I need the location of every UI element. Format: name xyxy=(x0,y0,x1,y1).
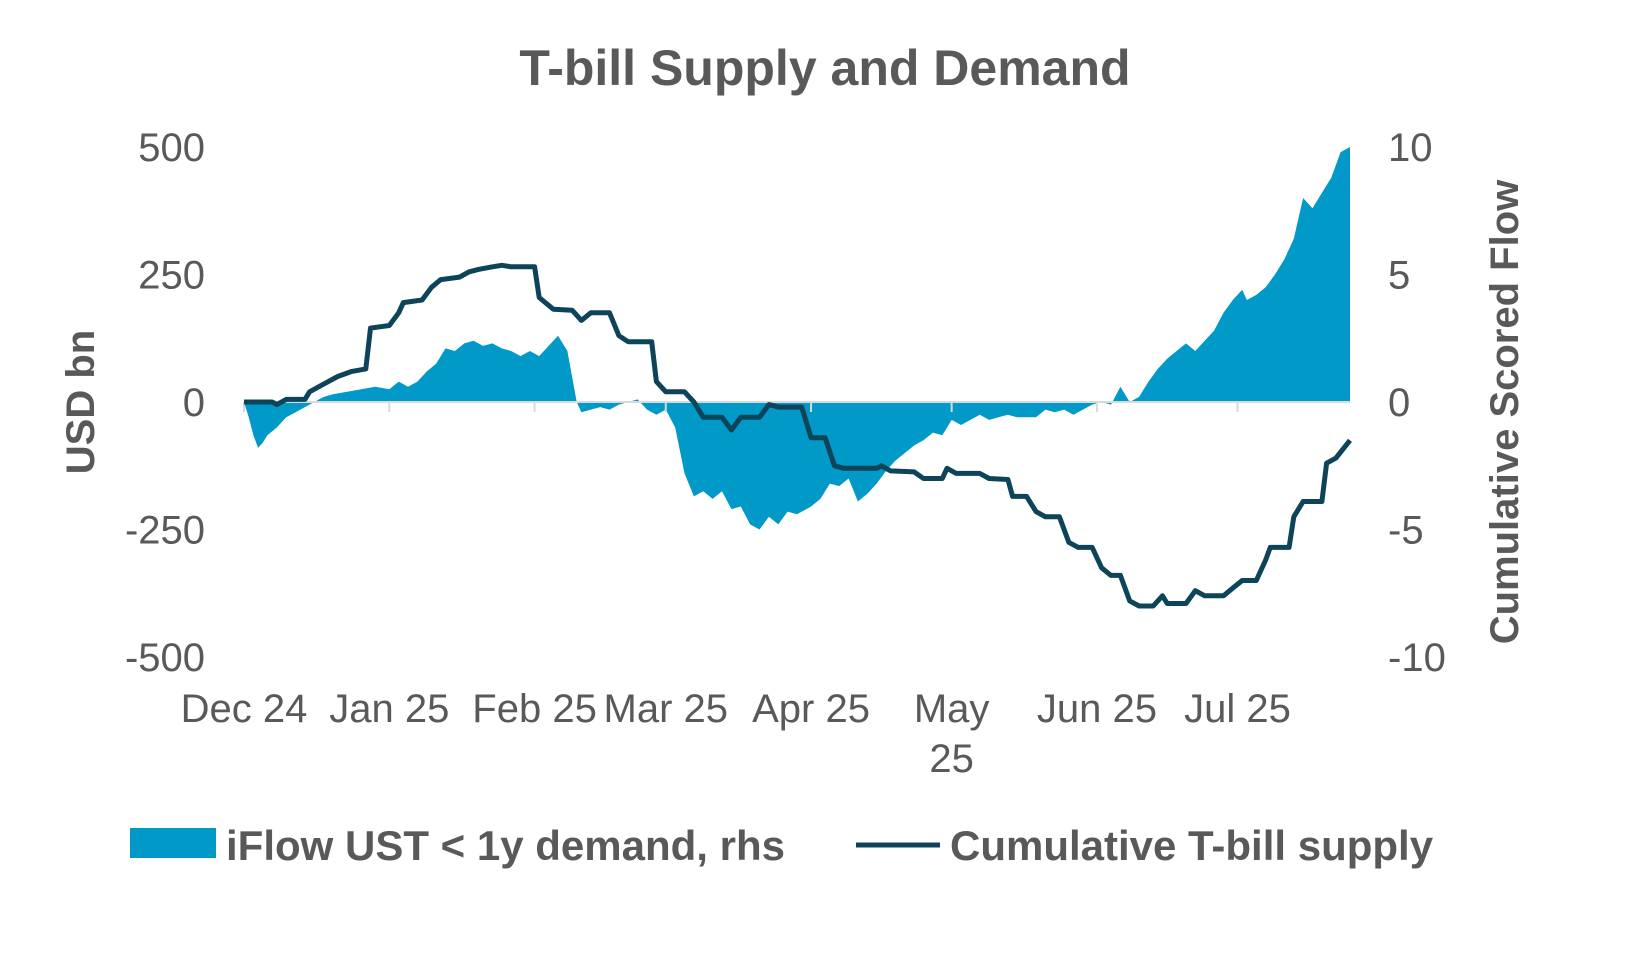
y-right-tick-label: -10 xyxy=(1388,636,1446,680)
x-tick-label: 25 xyxy=(929,737,974,781)
y-left-tick-label: -500 xyxy=(125,636,205,680)
legend-swatch-area xyxy=(130,828,216,858)
series-area-iflow-demand xyxy=(244,147,1350,530)
x-axis-labels: Dec 24 Jan 25 Feb 25 Mar 25 Apr 25 May 25 Jun 2… xyxy=(181,687,1291,781)
y-axis-left-title: USD bn xyxy=(59,330,103,474)
y-axis-left: 500 250 0 -250 -500 xyxy=(125,126,205,680)
x-tick-label: Dec 24 xyxy=(181,687,308,731)
y-axis-right: 10 5 0 -5 -10 xyxy=(1388,126,1446,680)
x-tick-label: Jan 25 xyxy=(329,687,449,731)
y-left-tick-label: 500 xyxy=(138,126,205,170)
series-line-tbill-supply xyxy=(244,262,1352,609)
y-right-tick-label: -5 xyxy=(1388,509,1424,553)
y-left-tick-label: -250 xyxy=(125,509,205,553)
y-right-tick-label: 5 xyxy=(1388,254,1410,298)
x-tick-label: Jun 25 xyxy=(1037,687,1157,731)
plot-area xyxy=(243,147,1352,609)
x-tick-label: Mar 25 xyxy=(604,687,729,731)
legend-label-line: Cumulative T-bill supply xyxy=(950,822,1434,869)
y-right-tick-label: 10 xyxy=(1388,126,1433,170)
chart-title: T-bill Supply and Demand xyxy=(519,40,1130,96)
legend: iFlow UST < 1y demand, rhs Cumulative T-… xyxy=(130,822,1434,869)
x-tick-label: May xyxy=(914,687,990,731)
x-tick-label: Apr 25 xyxy=(752,687,870,731)
y-right-tick-label: 0 xyxy=(1388,381,1410,425)
x-tick-label: Feb 25 xyxy=(472,687,597,731)
y-left-tick-label: 0 xyxy=(183,381,205,425)
y-axis-right-title: Cumulative Scored Flow xyxy=(1483,179,1527,644)
legend-label-area: iFlow UST < 1y demand, rhs xyxy=(226,822,785,869)
x-tick-label: Jul 25 xyxy=(1184,687,1291,731)
y-left-tick-label: 250 xyxy=(138,254,205,298)
